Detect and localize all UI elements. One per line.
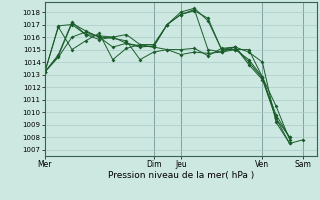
X-axis label: Pression niveau de la mer( hPa ): Pression niveau de la mer( hPa ) bbox=[108, 171, 254, 180]
